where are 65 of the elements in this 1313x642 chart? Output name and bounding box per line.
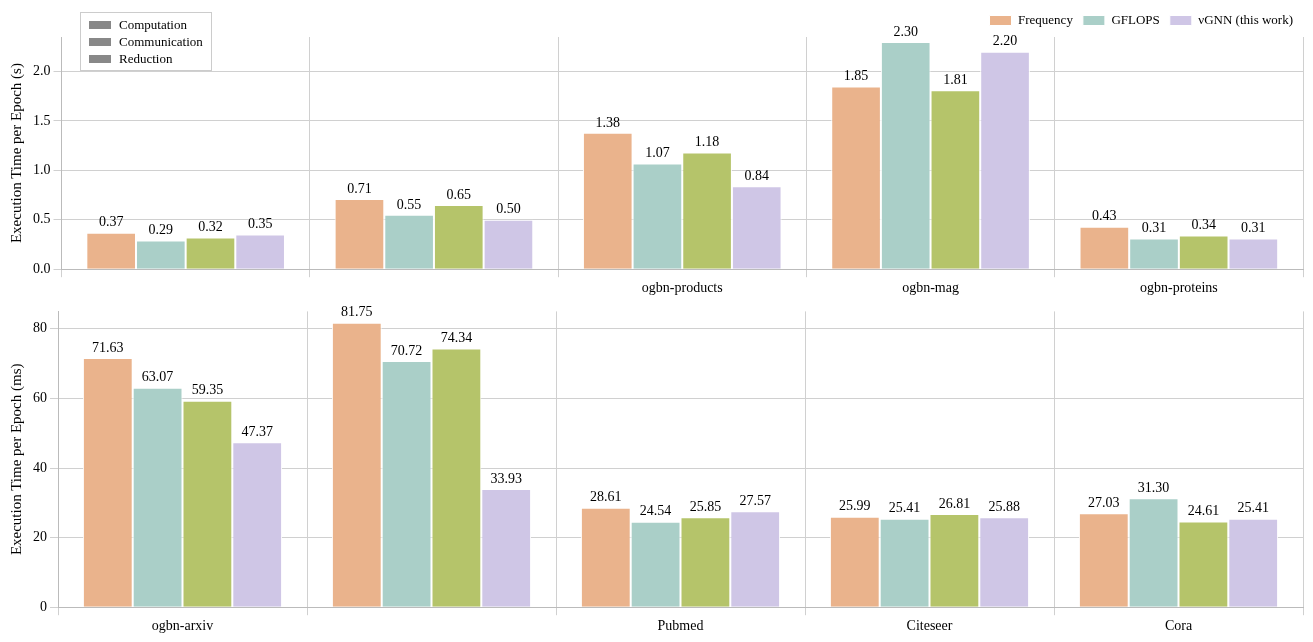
data-label: 0.65 <box>446 186 472 202</box>
y-tick-label: 1.5 <box>33 112 51 128</box>
y-tick-label: 2.0 <box>33 63 51 79</box>
data-label: 1.18 <box>694 134 720 150</box>
data-label: 0.37 <box>98 214 124 230</box>
y-tick-label: 40 <box>33 459 47 475</box>
data-label: 0.50 <box>496 201 521 217</box>
x-tick-label: Pubmed <box>657 618 704 634</box>
y-tick-label: 0 <box>40 598 47 614</box>
data-label: 24.54 <box>639 503 672 519</box>
data-label: 71.63 <box>92 339 124 355</box>
y-tick-label: 80 <box>33 320 47 336</box>
annotation: Reduction <box>119 50 173 67</box>
legend-label: νGNN (this work) <box>1198 11 1293 27</box>
data-label: 1.38 <box>595 114 621 130</box>
data-label: 27.03 <box>1088 494 1120 510</box>
x-tick-label: ogbn-products <box>641 280 723 296</box>
data-label: 70.72 <box>390 342 423 358</box>
data-label: 47.37 <box>241 424 273 440</box>
data-label: 0.84 <box>744 167 769 183</box>
legend-label: Frequency <box>1018 11 1074 27</box>
data-label: 0.35 <box>247 216 273 232</box>
data-label: 28.61 <box>590 489 622 505</box>
data-label: 63.07 <box>141 369 174 385</box>
y-tick-label: 0.0 <box>33 260 51 276</box>
data-label: 25.85 <box>689 498 722 514</box>
x-tick-label: Cora <box>1164 618 1193 634</box>
data-label: 1.85 <box>843 68 869 84</box>
data-label: 74.34 <box>440 330 473 346</box>
data-label: 0.55 <box>396 196 422 212</box>
y-tick-label: 60 <box>33 390 47 406</box>
data-label: 0.43 <box>1092 208 1117 224</box>
y-tick-label: 1.0 <box>33 162 51 178</box>
y-axis-title: Execution Time per Epoch (ms) <box>7 363 25 556</box>
y-tick-label: 20 <box>33 529 47 545</box>
x-tick-label: ogbn-proteins <box>1139 280 1218 296</box>
data-label: 25.88 <box>988 498 1020 514</box>
x-tick-label: ogbn-mag <box>902 280 959 296</box>
data-label: 27.57 <box>739 492 771 508</box>
data-label: 59.35 <box>191 382 224 398</box>
data-label: 1.81 <box>943 72 968 88</box>
data-label: 25.41 <box>1237 500 1269 516</box>
data-label: 31.30 <box>1137 479 1170 495</box>
data-label: 2.20 <box>992 33 1018 49</box>
data-label: 0.32 <box>198 219 223 235</box>
data-label: 1.07 <box>645 145 670 161</box>
y-tick-label: 0.5 <box>33 211 51 227</box>
x-tick-label: ogbn-arxiv <box>151 618 214 634</box>
data-label: 24.61 <box>1187 503 1220 519</box>
data-label: 33.93 <box>490 470 522 486</box>
data-label: 0.31 <box>1241 220 1266 236</box>
annotation: Communication <box>119 33 203 50</box>
data-label: 0.29 <box>148 222 174 238</box>
data-label: 0.34 <box>1191 217 1216 233</box>
y-axis-title: Execution Time per Epoch (s) <box>7 63 25 244</box>
data-label: 0.31 <box>1141 220 1167 236</box>
data-label: 26.81 <box>938 495 971 511</box>
data-label: 2.30 <box>893 23 918 39</box>
legend-label: GFLOPS <box>1111 11 1160 27</box>
pattern-legend-box: Computation Communication Reduction <box>80 12 212 71</box>
data-label: 81.75 <box>341 304 373 320</box>
x-tick-label: Citeseer <box>906 618 953 634</box>
data-label: 25.41 <box>888 500 921 516</box>
data-label: 0.71 <box>347 180 372 196</box>
data-label: 25.99 <box>839 498 871 514</box>
